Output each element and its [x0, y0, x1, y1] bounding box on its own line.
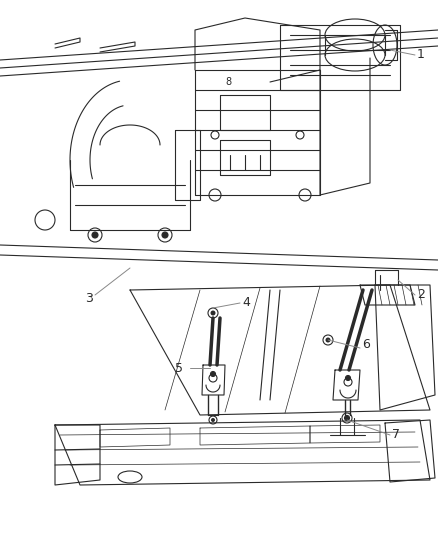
Text: 6: 6	[362, 338, 370, 351]
Circle shape	[211, 372, 215, 376]
Circle shape	[345, 416, 350, 421]
Text: 3: 3	[85, 292, 93, 304]
Circle shape	[211, 418, 215, 422]
Text: 1: 1	[417, 49, 425, 61]
Text: 7: 7	[392, 429, 400, 441]
Circle shape	[346, 376, 350, 381]
Circle shape	[162, 232, 168, 238]
Text: 4: 4	[242, 296, 250, 310]
Circle shape	[325, 337, 331, 343]
Text: 5: 5	[175, 361, 183, 375]
Text: 2: 2	[417, 288, 425, 302]
Text: 8: 8	[225, 77, 231, 87]
Circle shape	[92, 232, 98, 238]
Circle shape	[211, 311, 215, 316]
